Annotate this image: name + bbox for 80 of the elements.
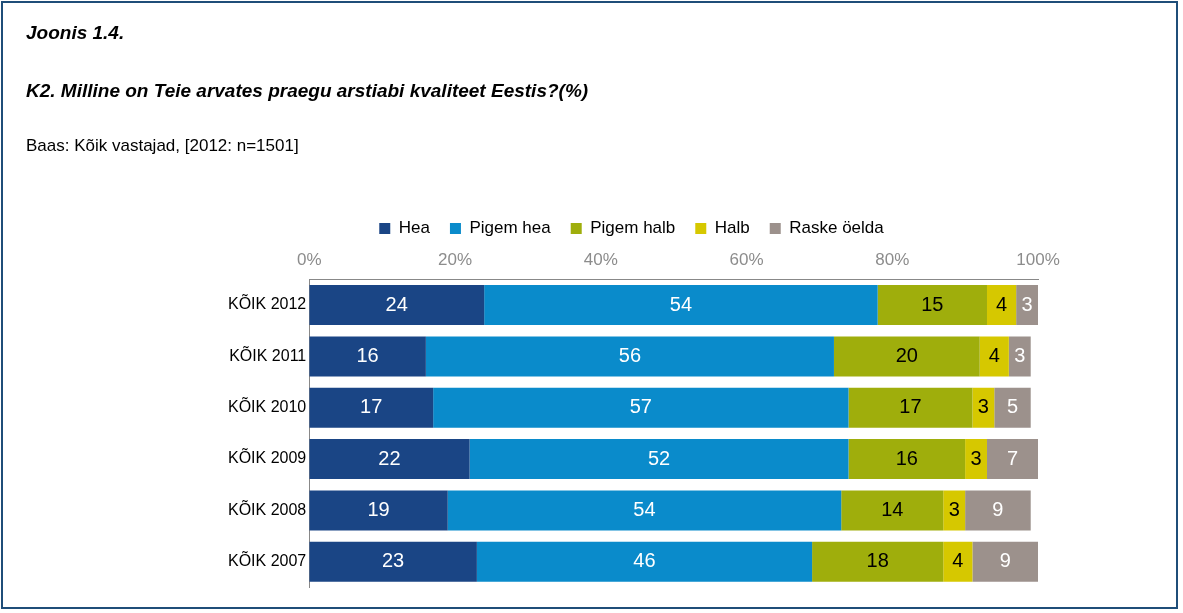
data-label: 22 (378, 446, 401, 469)
x-tick-label: 60% (729, 249, 764, 269)
bar (833, 336, 980, 377)
data-label: 16 (895, 446, 918, 469)
bar (848, 439, 966, 480)
legend-label: Raske öelda (789, 218, 885, 238)
bar (979, 336, 1009, 377)
bar (841, 490, 944, 531)
bar (447, 490, 842, 531)
x-tick-label: 40% (583, 249, 618, 269)
data-label: 3 (948, 497, 960, 520)
data-label: 9 (999, 549, 1011, 572)
data-label: 5 (1006, 395, 1019, 418)
data-label: 20 (895, 343, 918, 366)
bar (965, 490, 1031, 531)
bar (476, 541, 813, 582)
data-label: 54 (669, 292, 693, 315)
y-tick-label: KÕIK 2011 (229, 344, 307, 364)
bar (1016, 285, 1038, 326)
data-label: 3 (977, 395, 989, 418)
x-tick-label: 80% (875, 249, 910, 269)
bar (972, 387, 995, 428)
data-label: 3 (1021, 292, 1033, 315)
data-label: 18 (866, 549, 889, 572)
bar (309, 336, 426, 377)
data-label: 24 (385, 292, 408, 315)
data-label: 52 (647, 446, 671, 469)
data-label: 56 (618, 343, 642, 366)
x-tick-label: 100% (1016, 249, 1060, 269)
data-label: 4 (988, 343, 1000, 366)
bar (972, 541, 1038, 582)
data-label: 4 (996, 292, 1008, 315)
bar (943, 541, 973, 582)
bar (309, 285, 485, 326)
bar (469, 439, 849, 480)
data-label: 46 (633, 549, 656, 572)
y-tick-label: KÕIK 2010 (227, 396, 307, 416)
bar (812, 541, 944, 582)
x-tick-label: 0% (296, 249, 322, 269)
data-label: 16 (356, 343, 379, 366)
legend-label: Hea (398, 218, 431, 238)
data-label: 9 (992, 497, 1004, 520)
data-label: 4 (952, 549, 964, 572)
data-label: 7 (1006, 446, 1019, 469)
bar (848, 387, 973, 428)
legend-label: Pigem halb (590, 218, 676, 238)
bar (943, 490, 966, 531)
data-label: 57 (629, 395, 652, 418)
data-label: 54 (633, 497, 656, 520)
legend-label: Pigem hea (469, 218, 552, 238)
bar (433, 387, 849, 428)
bar (309, 541, 477, 582)
data-label: 17 (899, 395, 922, 418)
data-label: 17 (360, 395, 383, 418)
bar (309, 387, 434, 428)
data-label: 19 (367, 497, 390, 520)
bar (994, 387, 1031, 428)
y-tick-label: KÕIK 2007 (227, 550, 307, 570)
y-tick-label: KÕIK 2012 (227, 293, 307, 313)
chart-subtitle: K2. Milline on Teie arvates praegu arstiabi kvaliteet Eestis?(%) (26, 80, 589, 102)
data-label: 3 (970, 446, 982, 469)
legend-label: Halb (714, 218, 750, 238)
y-tick-label: KÕIK 2009 (227, 447, 307, 467)
bar (877, 285, 987, 326)
bar (986, 439, 1038, 480)
bar (425, 336, 834, 377)
bar (309, 439, 470, 480)
bar (484, 285, 878, 326)
data-label: 23 (381, 549, 405, 572)
data-label: 14 (881, 497, 904, 520)
bar (1008, 336, 1031, 377)
bar (309, 490, 448, 531)
bar (986, 285, 1017, 326)
text: Joonis 1.4. (26, 22, 125, 44)
y-tick-label: KÕIK 2008 (227, 498, 307, 518)
data-label: 3 (1014, 343, 1026, 366)
data-label: 15 (921, 292, 944, 315)
x-tick-label: 20% (438, 249, 473, 269)
text: Baas: Kõik vastajad, [2012: n=1501] (26, 136, 299, 156)
bar (965, 439, 987, 480)
